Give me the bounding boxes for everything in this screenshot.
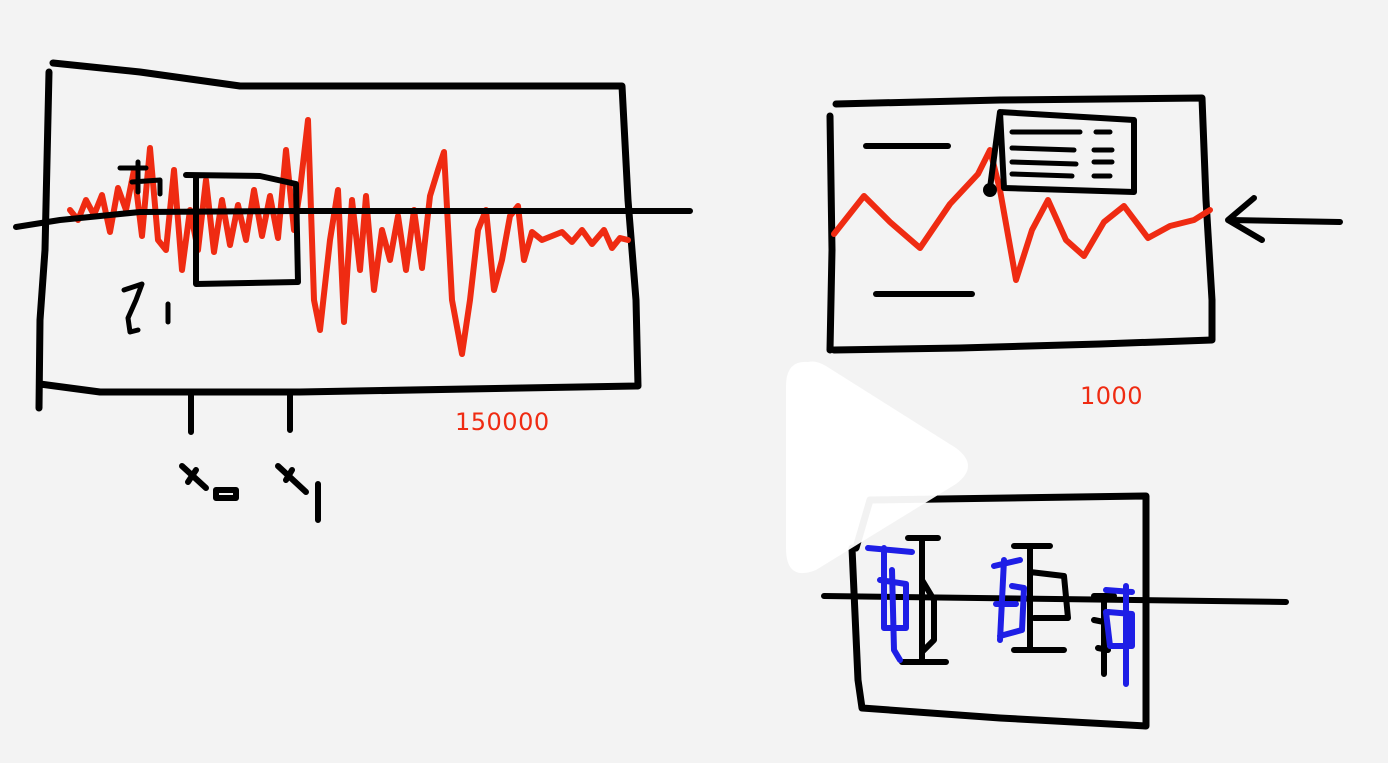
large-plot [13, 59, 693, 523]
x0-marker [179, 389, 239, 501]
large-plot-frame [35, 59, 642, 412]
arrow-left-icon [1225, 195, 1343, 243]
legend-lines [1009, 129, 1115, 179]
small-plot [826, 94, 1343, 354]
large-plot-sample-count: 150000 [455, 408, 550, 436]
small-plot-signal [831, 147, 1213, 283]
candlestick-plot [821, 492, 1289, 730]
zoom-window [183, 172, 301, 287]
candlestick-axis [821, 593, 1289, 605]
candle-3 [1091, 593, 1117, 677]
small-plot-frame [826, 94, 1216, 354]
large-plot-axis [13, 208, 693, 230]
y1-marker [121, 281, 171, 335]
legend-anchor-dot [983, 183, 997, 197]
x1-marker [275, 389, 321, 523]
small-plot-sample-count: 1000 [1080, 382, 1143, 410]
candle-2 [1011, 543, 1071, 653]
y0-marker [117, 159, 163, 197]
blue-annotations [865, 545, 1135, 687]
legend-box [987, 109, 1137, 195]
large-plot-signal [67, 117, 631, 357]
candle-1 [899, 535, 949, 665]
play-icon[interactable] [786, 361, 968, 574]
